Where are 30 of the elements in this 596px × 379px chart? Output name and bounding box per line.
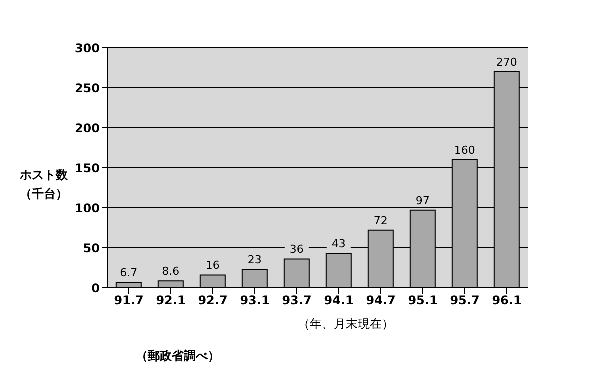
data-label: 270 (496, 56, 518, 69)
y-tick-label: 150 (74, 161, 100, 176)
data-label: 16 (206, 259, 220, 272)
x-tick-label: 93.1 (240, 294, 270, 308)
x-tick-label: 95.1 (408, 294, 438, 308)
data-label: 8.6 (162, 265, 180, 278)
y-tick-label: 250 (74, 81, 100, 96)
x-tick-label: 91.7 (114, 294, 144, 308)
x-tick-label: 92.1 (156, 294, 186, 308)
x-tick-label: 95.7 (450, 294, 480, 308)
data-label: 43 (332, 238, 346, 251)
text: （郵政省調べ） (136, 348, 220, 365)
data-label: 23 (248, 254, 262, 267)
y-tick-label: 300 (74, 41, 100, 56)
x-tick-label: 94.1 (324, 294, 354, 308)
data-label: 6.7 (120, 266, 138, 280)
data-label: 97 (416, 194, 430, 208)
y-axis-title: ホスト数（千台） (19, 167, 69, 203)
data-label: 160 (454, 144, 476, 157)
y-tick-label: 0 (92, 281, 100, 296)
data-label: 72 (374, 214, 388, 228)
x-tick-label: 94.7 (366, 294, 396, 308)
x-tick-label: 92.7 (198, 294, 228, 308)
y-tick-label: 200 (74, 121, 100, 136)
y-tick-label: 100 (74, 201, 100, 216)
x-axis-title: （年、月末現在） (298, 316, 394, 333)
data-label: 36 (290, 243, 304, 256)
x-tick-label: 93.7 (282, 294, 312, 308)
y-tick-label: 50 (83, 241, 100, 256)
x-tick-label: 96.1 (492, 294, 522, 308)
